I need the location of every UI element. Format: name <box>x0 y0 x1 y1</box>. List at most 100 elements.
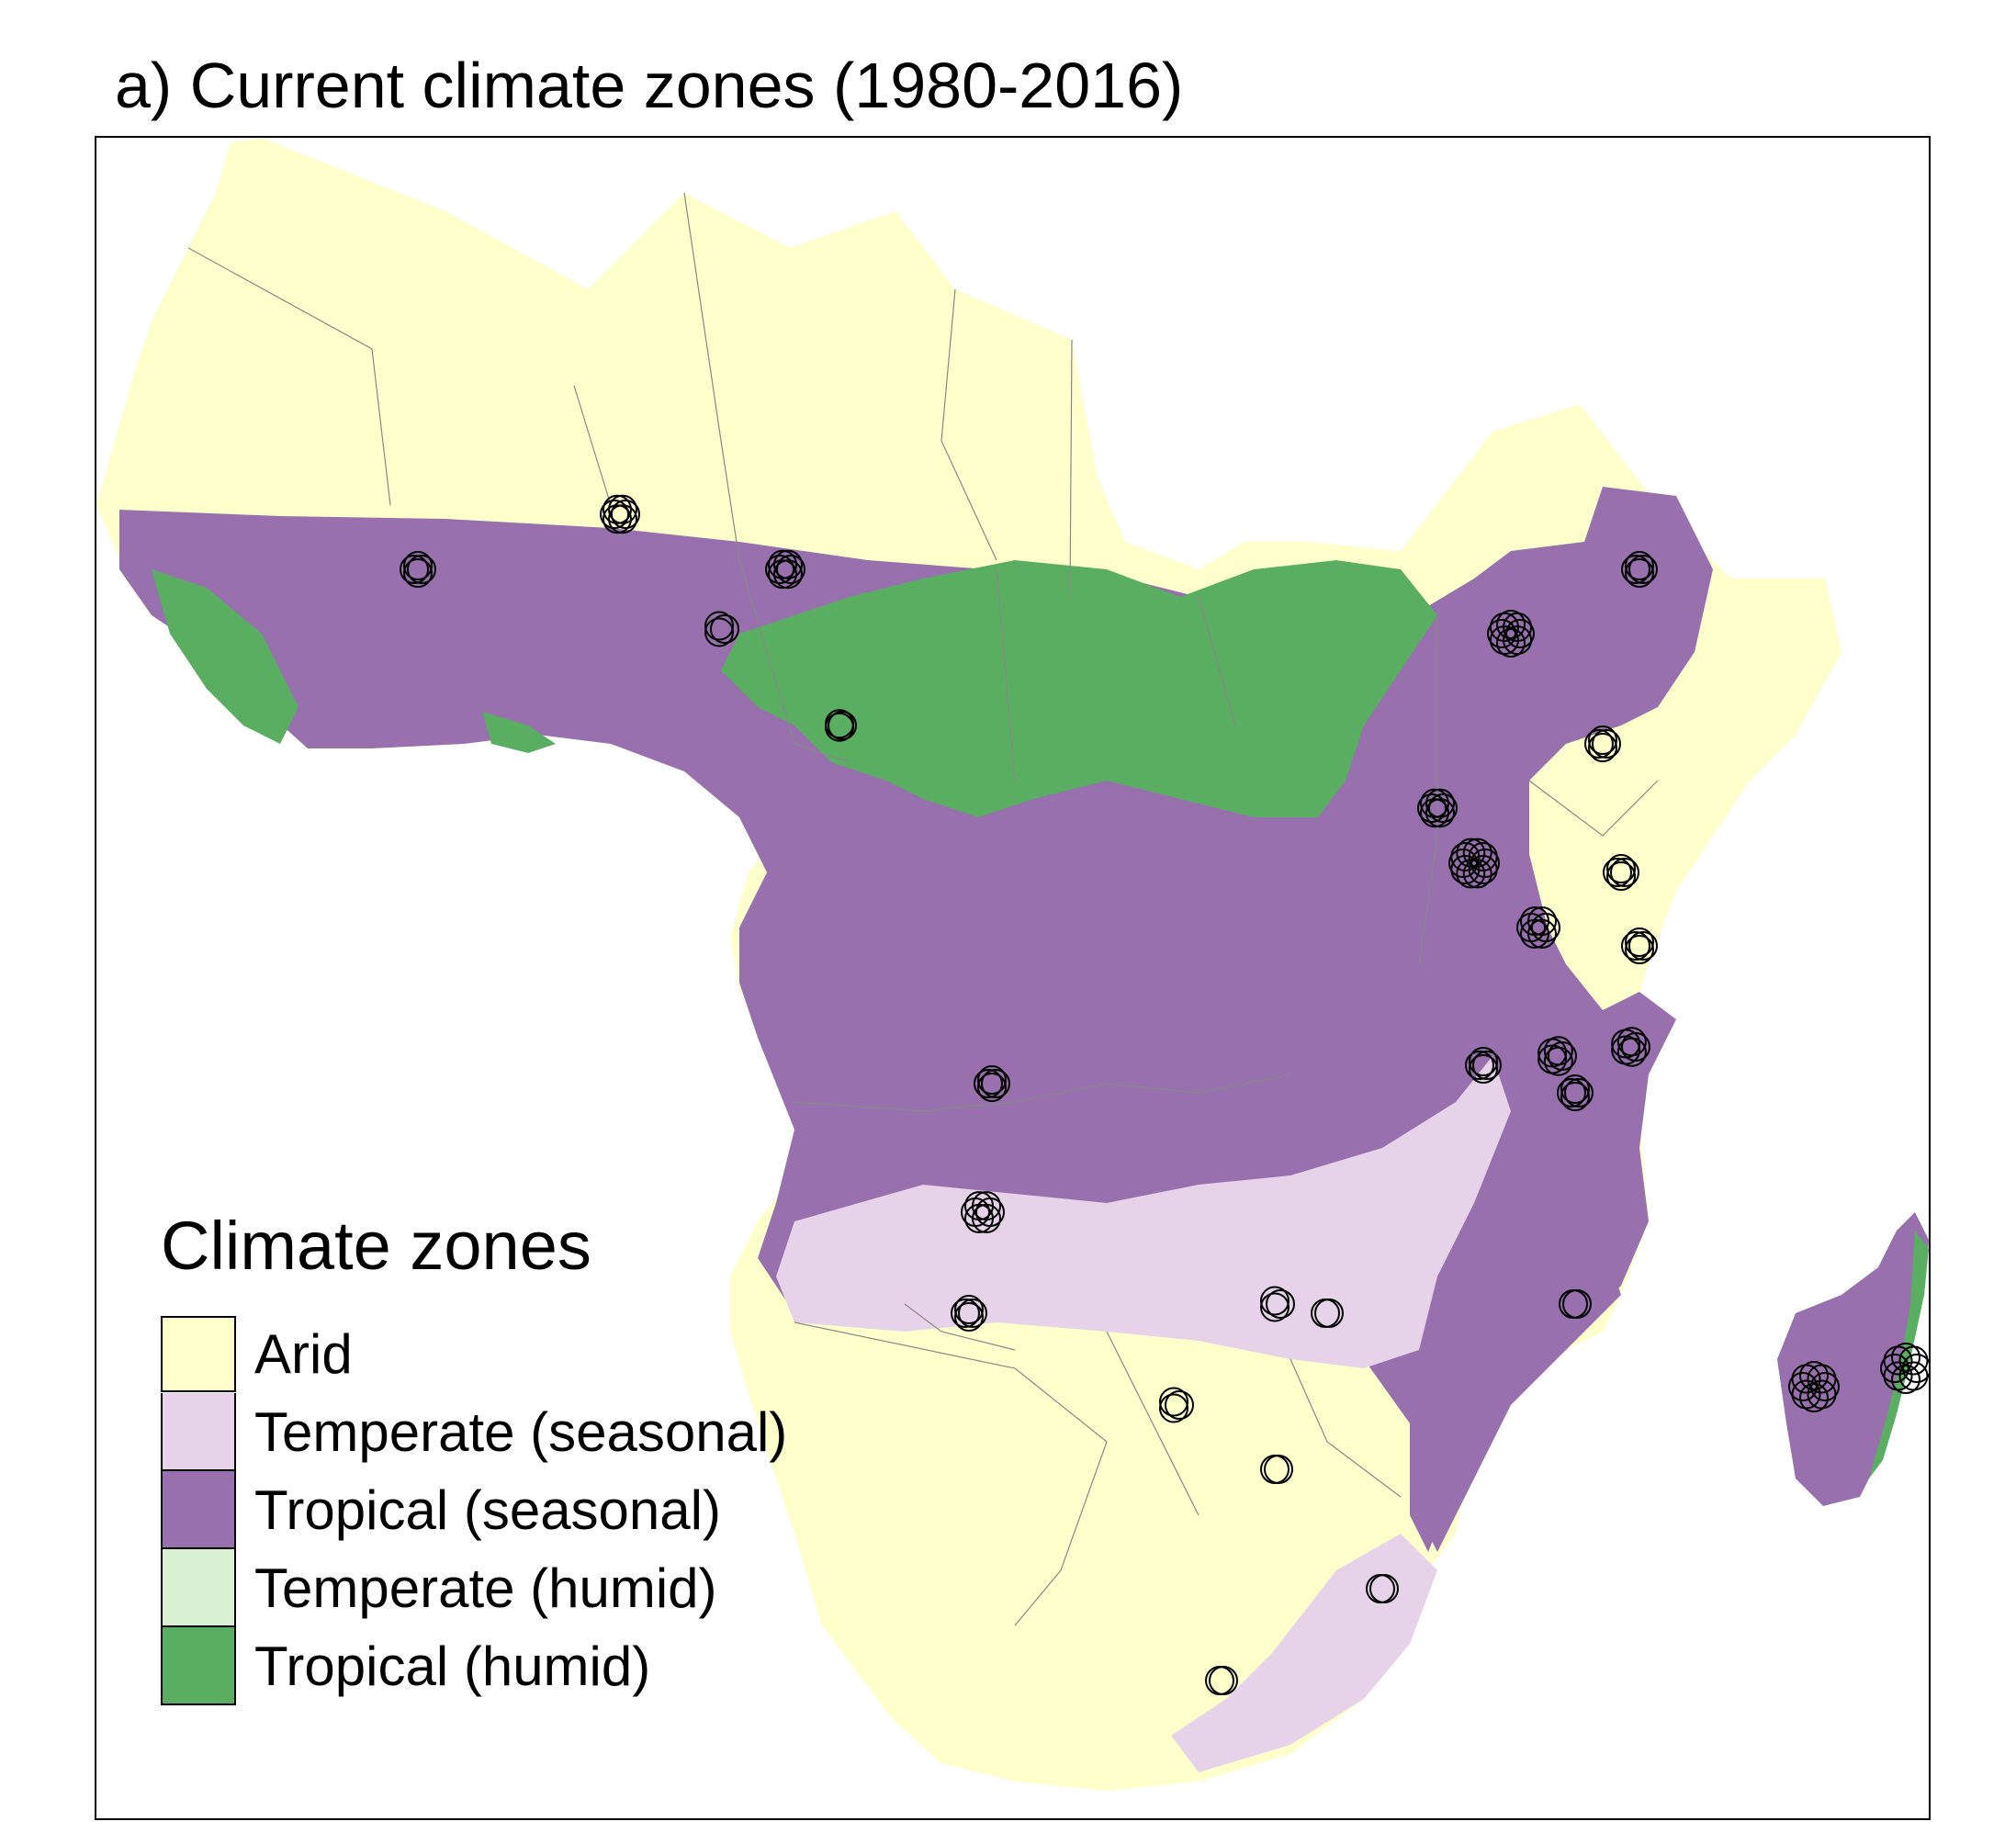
legend-title: Climate zones <box>161 1208 591 1284</box>
legend-item-tropical-humid: Tropical (humid) <box>161 1627 787 1705</box>
legend-item-tropical-seasonal: Tropical (seasonal) <box>161 1471 787 1549</box>
site-marker <box>1564 1078 1594 1108</box>
site-marker <box>1560 1082 1590 1111</box>
site-markers <box>400 494 1929 1695</box>
site-marker <box>977 1065 1007 1095</box>
site-marker <box>1165 1390 1194 1420</box>
site-marker <box>704 617 734 647</box>
site-marker <box>1420 798 1449 828</box>
madagascar <box>1777 1212 1929 1506</box>
site-marker <box>1625 558 1654 588</box>
site-marker <box>403 551 433 580</box>
site-marker <box>1456 838 1486 868</box>
zone-tropical-seasonal-east <box>1419 1056 1621 1552</box>
legend-swatch-tropical-seasonal <box>161 1471 236 1549</box>
site-marker <box>954 1302 984 1332</box>
site-marker <box>407 555 436 584</box>
legend-label-tropical-seasonal: Tropical (seasonal) <box>254 1479 721 1541</box>
site-marker <box>768 549 797 579</box>
site-marker <box>1543 1036 1573 1066</box>
site-marker <box>1611 1035 1641 1065</box>
zone-tropical-humid-west2 <box>482 712 556 753</box>
site-marker <box>1469 1054 1498 1084</box>
site-marker <box>1559 1289 1588 1319</box>
site-marker <box>1621 555 1650 584</box>
site-marker <box>704 611 734 641</box>
legend-item-arid: Arid <box>161 1315 787 1393</box>
country-borders <box>187 192 1659 1626</box>
legend-label-tropical-humid: Tropical (humid) <box>254 1635 651 1697</box>
site-marker <box>608 504 637 534</box>
map-title: a) Current climate zones (1980-2016) <box>115 50 1184 121</box>
site-marker <box>1465 1051 1494 1080</box>
site-marker <box>1366 1574 1395 1603</box>
site-marker <box>768 559 797 590</box>
site-marker <box>1462 838 1492 868</box>
site-marker <box>1420 788 1449 818</box>
site-marker <box>608 494 637 524</box>
site-marker <box>603 494 632 524</box>
site-marker <box>1628 555 1658 584</box>
site-marker <box>1603 858 1632 887</box>
site-marker <box>1260 1286 1290 1316</box>
site-marker <box>1503 612 1533 642</box>
madagascar-humid <box>1869 1231 1929 1479</box>
site-marker <box>765 555 794 584</box>
site-marker <box>1260 1292 1290 1322</box>
site-marker <box>1456 859 1486 889</box>
site-marker <box>825 709 854 739</box>
site-marker <box>1417 793 1447 823</box>
site-marker <box>773 549 803 579</box>
site-marker <box>1489 612 1519 642</box>
site-marker <box>710 614 739 644</box>
site-marker <box>972 1191 1001 1221</box>
site-marker <box>1898 1345 1929 1376</box>
site-marker <box>828 711 857 740</box>
site-marker <box>1520 906 1549 937</box>
map-panel <box>95 136 1931 1820</box>
legend-item-temperate-seasonal: Temperate (seasonal) <box>161 1393 787 1471</box>
site-marker <box>1537 1044 1568 1074</box>
site-marker <box>958 1299 987 1328</box>
site-marker <box>776 555 805 584</box>
site-marker <box>1807 1364 1837 1394</box>
site-marker <box>1560 1074 1590 1104</box>
africa-map <box>96 138 1929 1791</box>
legend-label-temperate-humid: Temperate (humid) <box>254 1557 717 1619</box>
site-marker <box>954 1295 984 1324</box>
site-marker <box>600 500 629 529</box>
site-marker <box>1625 935 1654 964</box>
site-marker <box>773 559 803 590</box>
site-marker <box>951 1299 980 1328</box>
legend-swatch-temperate-seasonal <box>161 1393 236 1471</box>
site-marker <box>1487 619 1516 648</box>
site-marker <box>400 555 429 584</box>
legend-label-temperate-seasonal: Temperate (seasonal) <box>254 1400 788 1463</box>
legend-item-temperate-humid: Temperate (humid) <box>161 1549 787 1627</box>
zone-temperate-seasonal-south <box>776 1056 1511 1368</box>
zone-tropical-humid-west <box>152 569 298 744</box>
site-marker <box>1469 1047 1498 1076</box>
site-marker <box>1425 798 1455 828</box>
site-marker <box>1610 858 1639 887</box>
site-marker <box>1557 1078 1586 1108</box>
site-marker <box>1584 729 1614 759</box>
legend-swatch-arid <box>161 1316 236 1392</box>
site-marker <box>974 1069 1003 1098</box>
site-marker <box>1496 610 1526 639</box>
site-marker <box>1628 931 1658 961</box>
site-marker <box>1205 1666 1234 1695</box>
site-marker <box>403 558 433 588</box>
site-marker <box>1588 733 1617 762</box>
site-marker <box>1616 1027 1647 1057</box>
legend-swatch-tropical-humid <box>161 1627 236 1705</box>
site-marker <box>1625 928 1654 957</box>
site-marker <box>1159 1387 1188 1417</box>
site-marker <box>1505 619 1535 648</box>
site-marker <box>981 1069 1010 1098</box>
site-marker <box>1472 1051 1502 1080</box>
legend-swatch-temperate-humid <box>161 1549 236 1627</box>
site-marker <box>1266 1289 1295 1319</box>
site-marker <box>1496 628 1526 658</box>
site-marker <box>1425 788 1455 818</box>
